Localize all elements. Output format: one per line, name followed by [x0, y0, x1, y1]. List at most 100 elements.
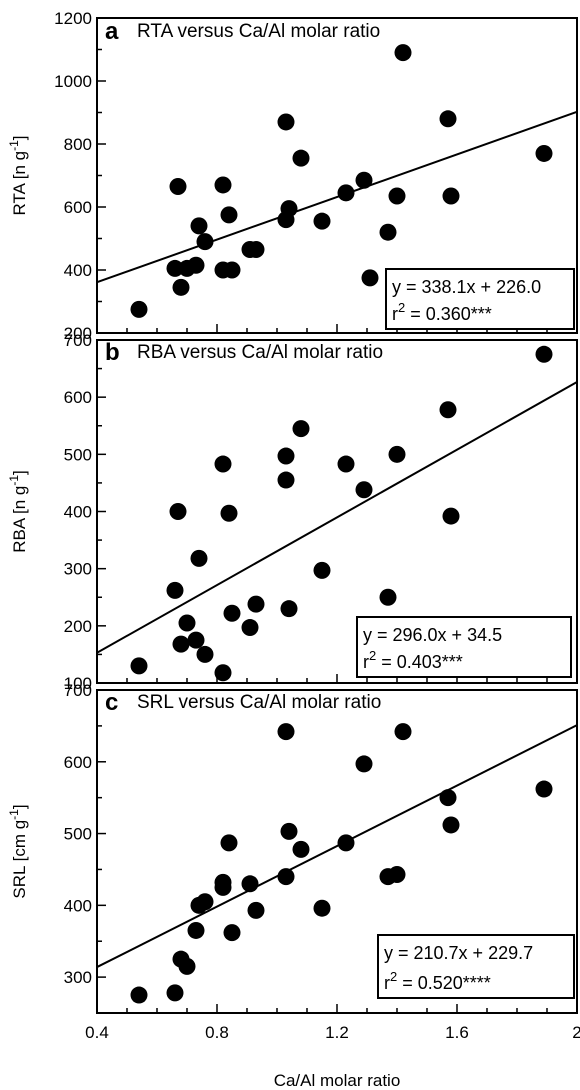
- panel-b-data-point: [277, 471, 295, 489]
- panel-c-y-tick-label: 500: [64, 825, 92, 844]
- panel-b-data-point: [280, 600, 298, 618]
- panel-a-data-point: [187, 256, 205, 274]
- panel-a-data-point: [394, 44, 412, 62]
- panel-a-r-squared-prefix: r: [392, 304, 398, 324]
- panel-c-data-point: [220, 834, 238, 852]
- panel-c-x-tick-label: 0.4: [85, 1023, 109, 1042]
- panel-a-regression-line: [96, 110, 578, 284]
- panel-c-data-point: [247, 901, 265, 919]
- panel-c-data-point: [178, 957, 196, 975]
- panel-b-data-point: [277, 447, 295, 465]
- panel-b-data-point: [196, 645, 214, 663]
- panel-a-data-point: [196, 233, 214, 251]
- panel-b-y-tick-label: 300: [64, 560, 92, 579]
- panel-a-y-axis-label-sup: -1: [7, 140, 21, 151]
- x-axis-label: Ca/Al molar ratio: [274, 1071, 401, 1090]
- panel-b-y-tick-label: 400: [64, 503, 92, 522]
- panel-c-data-point: [214, 873, 232, 891]
- panel-c-data-point: [277, 723, 295, 741]
- panel-b-data-point: [292, 420, 310, 438]
- panel-c-equation-box: [377, 934, 575, 999]
- panel-a-data-point: [337, 184, 355, 202]
- panel-a-y-tick-label: 800: [64, 135, 92, 154]
- panel-b-data-point: [442, 507, 460, 525]
- panel-c-data-point: [313, 899, 331, 917]
- panel-c-y-tick-label: 600: [64, 753, 92, 772]
- panel-a-data-point: [166, 259, 184, 277]
- panel-a-r-squared-value: = 0.360***: [405, 304, 492, 324]
- panel-a-data-point: [361, 269, 379, 287]
- panel-c-data-point: [388, 865, 406, 883]
- panel-c-r-squared: r2 = 0.520****: [384, 969, 491, 993]
- panel-b-data-point: [337, 455, 355, 473]
- panel-a-data-point: [169, 178, 187, 196]
- panel-c-data-point: [442, 816, 460, 834]
- panel-b-data-point: [313, 561, 331, 579]
- panel-b-equation-box: [356, 616, 572, 678]
- panel-b-r-squared-prefix: r: [363, 652, 369, 672]
- panel-a-data-point: [535, 144, 553, 162]
- panel-b-y-axis-label: RBA [n g-1]: [7, 470, 29, 553]
- panel-c-data-point: [394, 723, 412, 741]
- panel-a-data-point: [214, 176, 232, 194]
- panel-a-y-axis-label-end: ]: [10, 136, 29, 141]
- panel-b-equation: y = 296.0x + 34.5: [363, 625, 502, 645]
- panel-b-y-tick-label: 600: [64, 388, 92, 407]
- panel-c-y-axis-label: SRL [cm g-1]: [7, 804, 29, 898]
- panel-a-y-tick-label: 400: [64, 261, 92, 280]
- panel-a-data-point: [442, 187, 460, 205]
- panel-c-r-squared-sup: 2: [390, 969, 397, 984]
- panel-b-data-point: [214, 664, 232, 682]
- panel-b-data-point: [187, 631, 205, 649]
- panel-b-data-point: [166, 581, 184, 599]
- panel-a-title: RTA versus Ca/Al molar ratio: [137, 21, 380, 42]
- panel-a-data-point: [247, 241, 265, 259]
- panel-a-data-point: [439, 110, 457, 128]
- panel-c-y-axis-label-sup: -1: [7, 809, 21, 820]
- panel-c-data-point: [166, 984, 184, 1002]
- panel-b-data-point: [241, 619, 259, 637]
- panel-b-data-point: [247, 595, 265, 613]
- panel-c-y-tick-label: 400: [64, 896, 92, 915]
- panel-c-r-squared-prefix: r: [384, 973, 390, 993]
- panel-b-data-point: [388, 445, 406, 463]
- panel-a-r-squared-sup: 2: [398, 300, 405, 315]
- panel-c-data-point: [187, 921, 205, 939]
- panel-b-data-point: [535, 345, 553, 363]
- panel-a-equation: y = 338.1x + 226.0: [392, 277, 541, 297]
- panel-b-y-tick-label: 100: [64, 674, 92, 693]
- panel-b-data-point: [130, 657, 148, 675]
- panel-a-data-point: [379, 223, 397, 241]
- panel-b-letter: b: [105, 339, 120, 366]
- panel-c-data-point: [292, 840, 310, 858]
- panel-b-y-axis-label-end: ]: [10, 470, 29, 475]
- panel-c-y-tick-label: 300: [64, 968, 92, 987]
- panel-c-title: SRL versus Ca/Al molar ratio: [137, 692, 381, 713]
- panel-b-data-point: [178, 614, 196, 632]
- panel-c-x-tick-label: 2: [572, 1023, 580, 1042]
- panel-c-y-tick-label: 700: [64, 681, 92, 700]
- panel-a-r-squared: r2 = 0.360***: [392, 300, 492, 324]
- panel-b-data-point: [223, 604, 241, 622]
- panel-a-y-tick-label: 200: [64, 324, 92, 343]
- panel-b-regression-line: [96, 381, 578, 654]
- panel-a-data-point: [355, 171, 373, 189]
- panel-a-y-tick-label: 1200: [54, 9, 92, 28]
- panel-b-data-point: [379, 588, 397, 606]
- panel-a-letter: a: [105, 18, 119, 45]
- panel-c-regression-line: [96, 724, 578, 968]
- panel-a-y-tick-label: 1000: [54, 72, 92, 91]
- panel-a-equation-box: [385, 268, 575, 330]
- panel-b-data-point: [190, 549, 208, 567]
- panel-a-data-point: [313, 212, 331, 230]
- panel-c-data-point: [130, 986, 148, 1004]
- panel-b-r-squared-value: = 0.403***: [376, 652, 463, 672]
- panel-c-x-tick-label: 1.6: [445, 1023, 469, 1042]
- panel-a-data-point: [190, 217, 208, 235]
- panel-b-data-point: [220, 504, 238, 522]
- panel-c-data-point: [355, 755, 373, 773]
- panel-a-data-point: [280, 200, 298, 218]
- panel-c-data-point: [439, 789, 457, 807]
- panel-c-data-point: [337, 834, 355, 852]
